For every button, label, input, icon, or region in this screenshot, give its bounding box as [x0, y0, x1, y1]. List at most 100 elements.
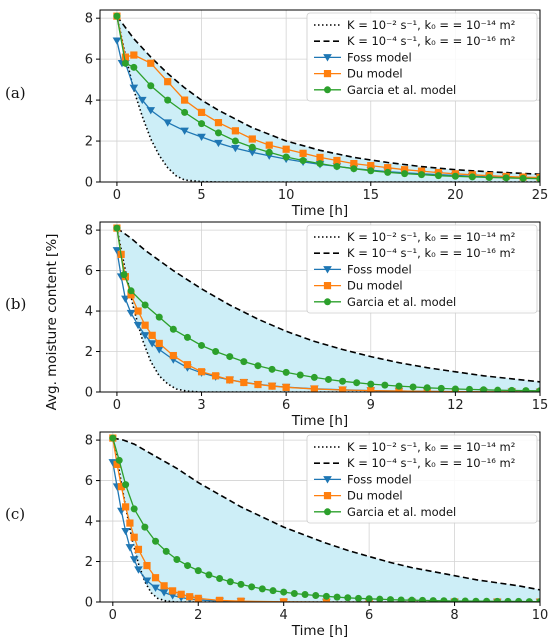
- data-point-du: [183, 361, 192, 369]
- x-tick-label: 3: [197, 398, 205, 413]
- legend-marker-garcia: [324, 298, 331, 306]
- data-point-garcia: [248, 143, 256, 151]
- data-point-garcia: [290, 590, 298, 597]
- plot-area: [112, 224, 540, 392]
- series-line-fastest: [116, 227, 540, 392]
- y-tick-label: 8: [85, 12, 93, 27]
- data-point-du: [212, 372, 220, 380]
- data-point-garcia: [419, 596, 427, 602]
- legend-label-fastest: K = 10⁻² s⁻¹, k₀ = = 10⁻¹⁴ m²: [347, 18, 515, 32]
- data-point-garcia: [401, 170, 409, 178]
- data-point-foss: [197, 133, 206, 142]
- data-point-garcia: [212, 348, 220, 356]
- data-point-du: [194, 594, 202, 602]
- data-point-garcia: [434, 172, 442, 180]
- data-point-garcia: [181, 108, 189, 116]
- data-point-du: [338, 386, 347, 392]
- data-point-garcia: [121, 59, 129, 67]
- legend-label-fastest: K = 10⁻² s⁻¹, k₀ = = 10⁻¹⁴ m²: [347, 230, 515, 244]
- axes-frame: [99, 431, 541, 603]
- data-point-garcia: [504, 597, 512, 602]
- data-point-du: [367, 162, 375, 170]
- y-tick-label: 0: [85, 596, 93, 611]
- legend-label-slowest: K = 10⁻⁴ s⁻¹, k₀ = = 10⁻¹⁶ m²: [347, 246, 515, 260]
- data-point-du: [141, 321, 149, 329]
- data-point-garcia: [437, 384, 445, 392]
- data-point-du: [113, 460, 121, 468]
- y-tick-label: 6: [85, 474, 93, 489]
- data-point-garcia: [113, 224, 121, 232]
- data-point-garcia: [376, 595, 384, 602]
- data-point-garcia: [162, 547, 170, 555]
- data-point-garcia: [324, 375, 332, 383]
- panel-label: (b): [5, 295, 26, 313]
- x-axis-label: Time [h]: [291, 623, 348, 639]
- data-point-du: [147, 59, 155, 67]
- x-tick-label: 0: [113, 188, 121, 203]
- data-point-garcia: [310, 373, 318, 381]
- series-line-fastest: [112, 437, 540, 602]
- data-point-garcia: [113, 12, 121, 20]
- y-tick-label: 4: [85, 515, 93, 530]
- legend-label-garcia: Garcia et al. model: [347, 295, 456, 309]
- data-point-du: [181, 96, 189, 104]
- data-point-garcia: [354, 594, 362, 602]
- data-point-du: [126, 519, 134, 527]
- y-tick-label: 4: [85, 94, 93, 109]
- legend-label-foss: Foss model: [347, 262, 412, 276]
- x-axis-label: Time [h]: [291, 203, 348, 219]
- x-axis-label: Time [h]: [291, 413, 348, 429]
- data-point-garcia: [115, 456, 123, 464]
- plot-area: [108, 434, 540, 602]
- data-point-garcia: [155, 313, 163, 321]
- data-point-garcia: [240, 358, 248, 366]
- data-point-du: [268, 382, 276, 390]
- legend-marker-foss: [323, 476, 332, 484]
- data-point-foss: [140, 332, 150, 340]
- data-point-garcia: [440, 597, 448, 602]
- y-tick-label: 8: [85, 224, 93, 239]
- legend-box: [306, 12, 538, 102]
- data-point-du: [164, 78, 172, 86]
- panel-label: (c): [5, 505, 25, 523]
- data-point-foss: [142, 577, 152, 585]
- legend-marker-du: [323, 282, 332, 290]
- x-tick-label: 8: [450, 608, 458, 623]
- legend-label-garcia: Garcia et al. model: [347, 505, 456, 519]
- data-point-garcia: [198, 120, 206, 128]
- data-point-foss: [146, 107, 156, 115]
- data-point-du: [130, 51, 138, 59]
- data-point-du: [121, 53, 129, 61]
- data-point-du: [282, 383, 290, 391]
- data-point-garcia: [322, 592, 330, 600]
- legend-label-du: Du model: [347, 67, 403, 81]
- data-point-garcia: [508, 386, 516, 392]
- data-point-garcia: [226, 353, 234, 361]
- data-point-foss: [159, 589, 169, 597]
- legend: K = 10⁻² s⁻¹, k₀ = = 10⁻¹⁴ m² K = 10⁻⁴ s⁻…: [306, 434, 538, 524]
- data-point-garcia: [515, 597, 523, 602]
- data-point-du: [143, 561, 151, 570]
- data-point-du: [299, 149, 307, 157]
- data-point-garcia: [367, 380, 375, 388]
- data-point-du: [240, 378, 248, 387]
- legend-marker-garcia: [324, 86, 331, 94]
- x-tick-label: 10: [532, 608, 549, 623]
- data-point-garcia: [395, 382, 403, 390]
- data-point-garcia: [173, 556, 181, 563]
- data-point-du: [130, 533, 138, 541]
- legend: K = 10⁻² s⁻¹, k₀ = = 10⁻¹⁴ m² K = 10⁻⁴ s⁻…: [306, 224, 538, 314]
- y-tick-label: 6: [85, 53, 93, 68]
- data-point-garcia: [214, 129, 222, 137]
- y-tick-label: 4: [85, 305, 93, 320]
- y-tick-label: 6: [85, 264, 93, 279]
- data-point-du: [280, 598, 288, 602]
- data-point-du: [148, 331, 156, 339]
- x-tick-label: 4: [280, 608, 288, 623]
- data-point-du: [117, 483, 125, 491]
- x-tick-label: 6: [282, 398, 290, 413]
- data-point-du: [231, 127, 239, 135]
- x-tick-label: 9: [367, 398, 375, 413]
- data-point-garcia: [451, 385, 459, 392]
- data-point-du: [395, 387, 403, 392]
